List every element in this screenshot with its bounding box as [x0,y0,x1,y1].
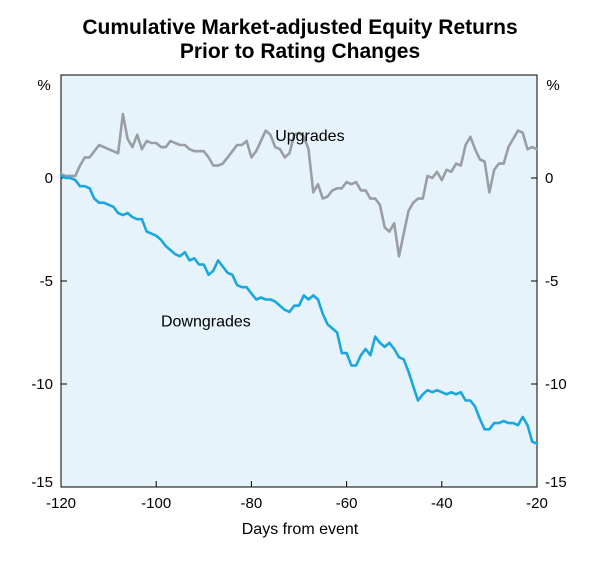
x-tick-label: -120 [46,495,76,512]
y-tick-label-left: 0 [45,170,53,187]
x-axis: -120 -100 -80 -60 -40 -20 [46,481,548,512]
series-lines [59,112,539,446]
series-line-downgrades [59,174,539,446]
y-tick-label-right: -5 [545,273,558,290]
chart-title-line-1: Cumulative Market-adjusted Equity Return… [82,16,518,39]
x-tick-label: -20 [526,495,548,512]
left-axis: % 0 -5 -10 -15 [31,77,67,491]
y-tick-label-right: -15 [545,474,567,491]
x-tick-label: -80 [241,495,263,512]
x-tick-label: -40 [431,495,453,512]
series-annotations: Upgrades Downgrades [161,128,345,330]
series-line-upgrades [59,112,539,258]
x-tick-label: -100 [141,495,171,512]
chart-title-line-2: Prior to Rating Changes [179,40,421,63]
x-axis-label: Days from event [241,521,359,538]
right-axis: % 0 -5 -10 -15 [531,77,567,491]
y-tick-label-left: -15 [31,474,53,491]
y-tick-label-right: 0 [545,170,553,187]
y-unit-right: % [546,77,559,94]
series-label-downgrades: Downgrades [161,313,251,330]
series-label-upgrades: Upgrades [275,128,344,145]
y-tick-label-right: -10 [545,376,567,393]
y-tick-label-left: -5 [40,273,53,290]
x-tick-label: -60 [336,495,358,512]
y-tick-label-left: -10 [31,376,53,393]
y-unit-left: % [37,77,50,94]
